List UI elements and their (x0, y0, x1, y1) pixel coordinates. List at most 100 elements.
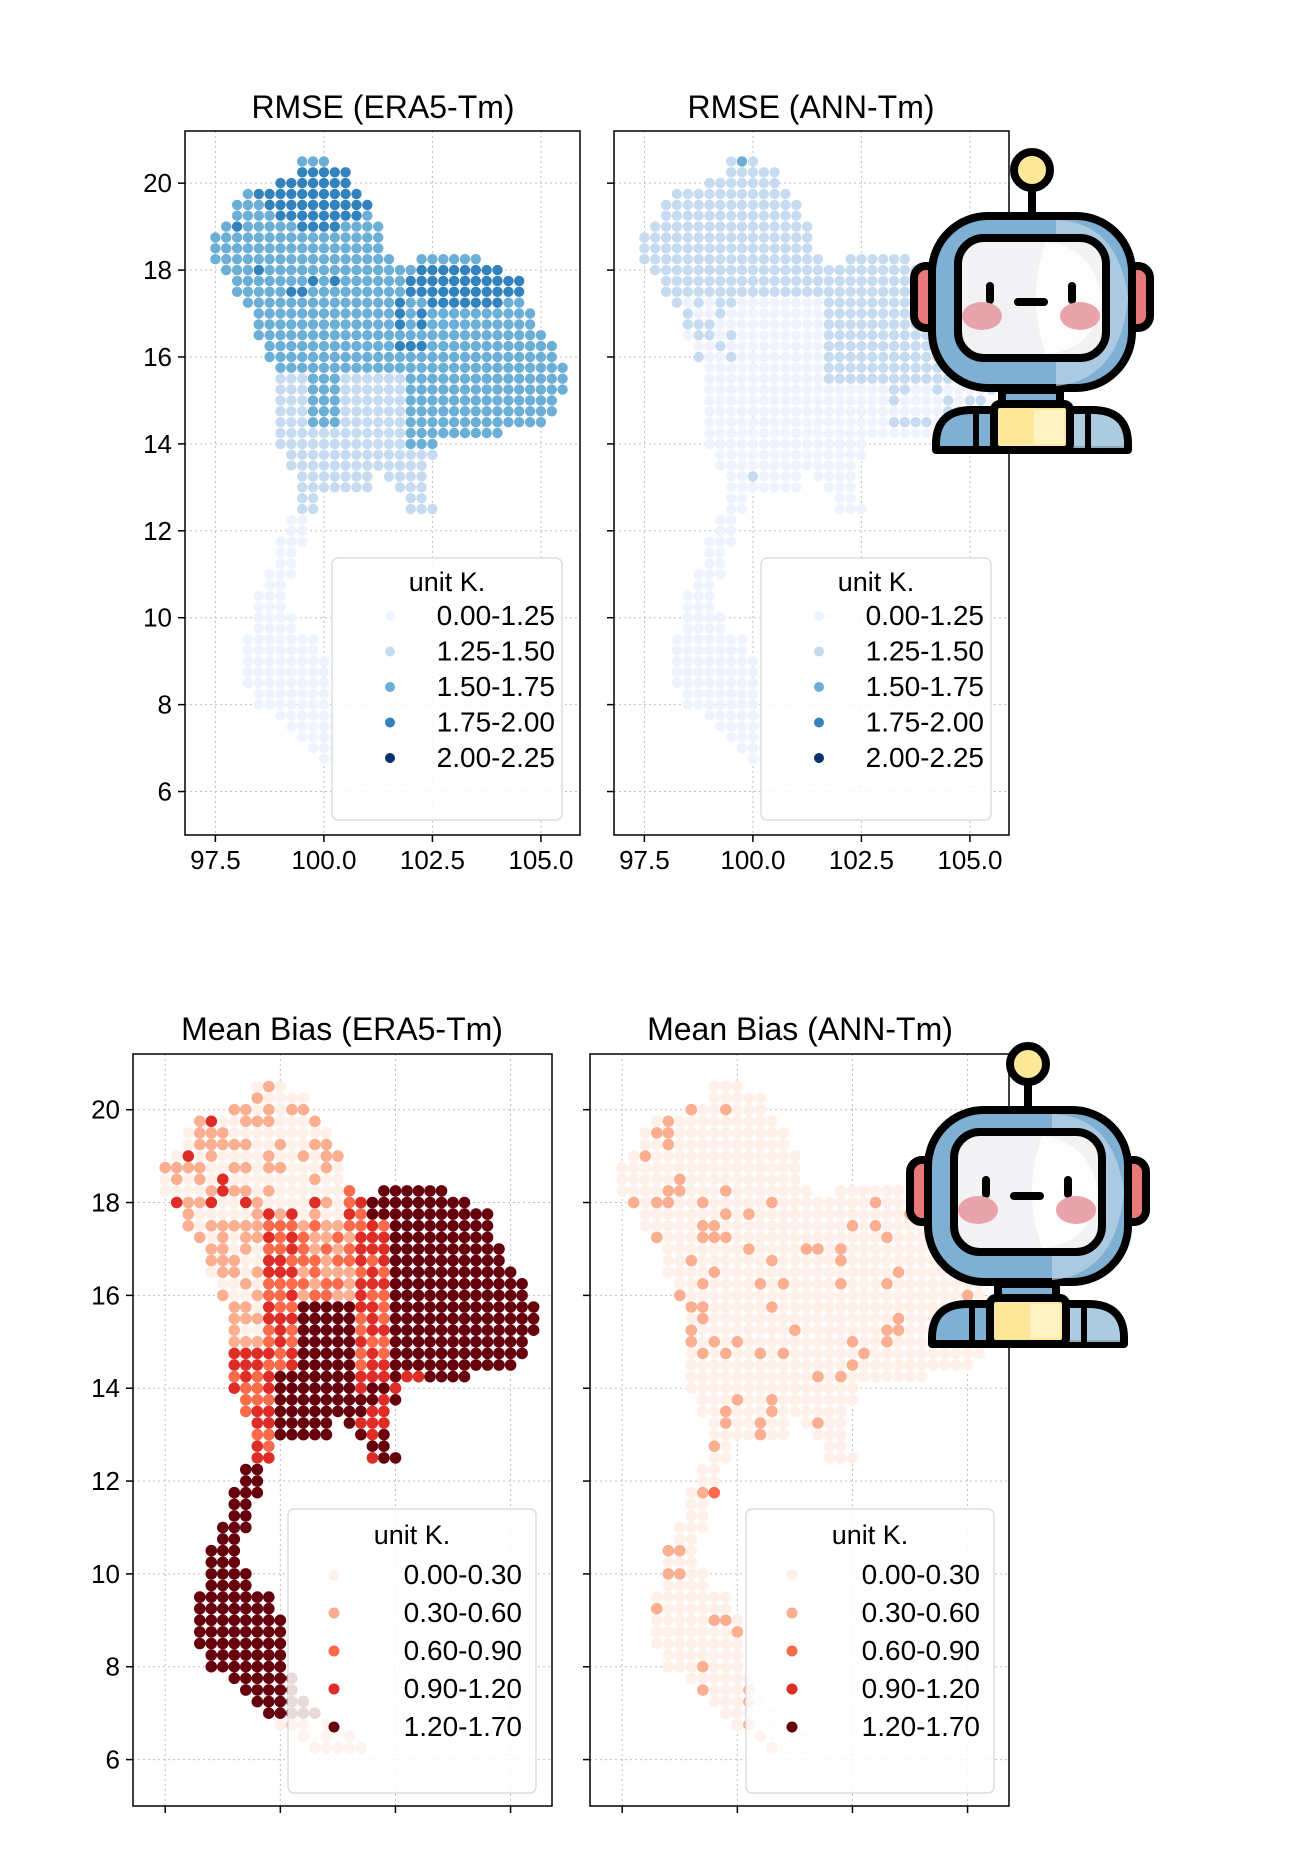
data-point (263, 1405, 275, 1418)
data-point (682, 199, 693, 211)
data-point (754, 1127, 767, 1139)
legend-title: unit K. (832, 1520, 909, 1550)
data-point (557, 362, 568, 373)
data-point (366, 1196, 379, 1209)
panel-rmse-ann: RMSE (ANN-Tm) 97.5 100.0 102.5 105.0 unit K… (607, 89, 1010, 875)
data-point (447, 1324, 459, 1336)
data-point (715, 525, 726, 536)
x-tick-label: 97.5 (190, 845, 241, 875)
data-point (228, 1672, 241, 1685)
data-point (275, 623, 286, 634)
data-point (715, 264, 726, 276)
data-point (704, 286, 715, 297)
data-point (253, 645, 264, 656)
data-point (307, 362, 319, 373)
data-point (800, 1243, 813, 1255)
data-point (275, 221, 286, 232)
data-point (758, 449, 769, 460)
data-point (383, 449, 395, 460)
data-point (481, 319, 492, 330)
data-point (789, 1161, 801, 1174)
data-point (362, 264, 373, 276)
data-point (726, 688, 737, 699)
data-point (470, 362, 481, 373)
data-point (263, 1196, 275, 1209)
data-point (802, 254, 813, 265)
data-point (743, 1359, 755, 1371)
data-point (394, 286, 406, 297)
data-point (228, 1196, 241, 1209)
data-point (524, 340, 536, 352)
data-point (535, 373, 547, 384)
data-point (412, 1243, 425, 1255)
data-point (715, 275, 726, 287)
data-point (869, 1359, 882, 1371)
data-point (747, 721, 759, 732)
data-point (458, 1254, 471, 1267)
data-point (789, 1185, 801, 1197)
data-point (362, 373, 373, 384)
data-point (320, 1150, 333, 1162)
data-point (297, 254, 308, 265)
data-point (251, 1463, 264, 1476)
data-point (459, 275, 471, 287)
data-point (459, 340, 471, 352)
data-point (708, 1591, 721, 1603)
data-point (274, 1243, 287, 1255)
data-point (715, 384, 726, 395)
data-point (846, 1254, 859, 1267)
data-point (736, 417, 748, 428)
data-point (251, 1138, 264, 1151)
data-point (275, 319, 286, 330)
data-point (651, 1637, 663, 1650)
data-point (405, 503, 416, 515)
data-point (286, 373, 297, 384)
data-point (373, 297, 384, 308)
data-point (286, 438, 297, 450)
data-point (297, 503, 308, 515)
data-point (747, 417, 759, 428)
data-point (731, 1394, 744, 1406)
y-tick-label: 14 (143, 429, 172, 459)
data-point (231, 254, 243, 265)
data-point (921, 427, 932, 439)
data-point (205, 1626, 218, 1638)
data-point (769, 199, 780, 211)
data-point (251, 1614, 264, 1627)
data-point (726, 699, 737, 710)
data-point (228, 1579, 241, 1592)
data-point (777, 1347, 790, 1360)
data-point (355, 1312, 367, 1325)
y-tick-label: 6 (158, 777, 172, 807)
data-point (427, 297, 438, 308)
data-point (650, 243, 661, 254)
data-point (383, 351, 395, 363)
data-point (401, 1301, 413, 1313)
data-point (458, 1243, 471, 1255)
data-point (682, 330, 693, 341)
data-point (481, 1231, 494, 1244)
data-point (754, 1359, 767, 1371)
data-point (253, 601, 264, 613)
data-point (720, 1138, 732, 1151)
data-point (274, 1405, 287, 1418)
data-point (194, 1626, 206, 1638)
data-point (674, 1568, 686, 1580)
data-point (383, 264, 395, 276)
data-point (458, 1208, 471, 1220)
data-point (731, 1649, 744, 1661)
data-point (845, 340, 856, 352)
data-point (743, 1231, 755, 1244)
data-point (867, 319, 878, 330)
data-point (858, 1289, 870, 1302)
data-point (240, 1115, 252, 1128)
data-point (286, 1312, 298, 1325)
data-point (769, 232, 780, 243)
data-point (307, 656, 319, 667)
data-point (927, 1359, 939, 1371)
data-point (435, 1370, 448, 1383)
data-point (470, 1208, 482, 1220)
data-point (915, 1254, 928, 1267)
data-point (736, 199, 748, 211)
data-point (682, 308, 693, 319)
